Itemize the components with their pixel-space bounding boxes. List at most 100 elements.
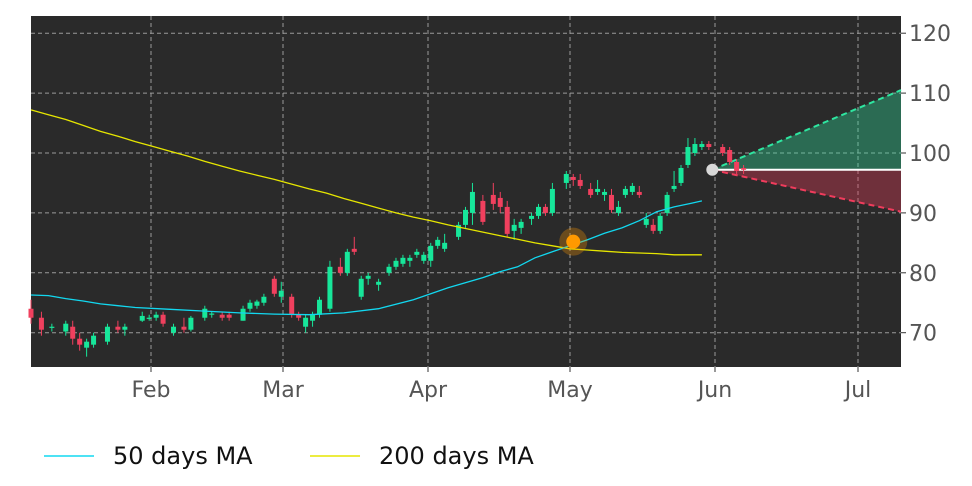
candle-body	[351, 248, 357, 252]
forecast-lower-line	[712, 168, 902, 213]
candle	[63, 320, 69, 336]
candle-body	[240, 308, 246, 321]
candle	[428, 242, 434, 267]
candle	[727, 147, 733, 165]
candle-body	[188, 317, 194, 330]
plot-background	[31, 16, 901, 367]
candle	[542, 203, 548, 216]
candle	[664, 191, 670, 216]
moving-average-lines	[30, 109, 703, 316]
candle-body	[407, 257, 413, 261]
candle-body	[490, 194, 496, 204]
candle-body	[570, 176, 576, 180]
candle	[400, 254, 406, 267]
y-tick-label: 80	[909, 262, 937, 287]
candle	[480, 194, 486, 225]
candle	[577, 173, 583, 189]
candle-body	[629, 185, 635, 192]
candle-body	[122, 326, 128, 330]
forecast-downside-area	[712, 169, 901, 212]
y-tick-label: 100	[909, 142, 951, 167]
candle	[28, 299, 34, 324]
candle-body	[529, 215, 535, 219]
candle-body	[115, 326, 121, 330]
candle-body	[657, 215, 663, 231]
candle	[469, 182, 475, 225]
candle	[122, 323, 128, 336]
candle-body	[84, 341, 90, 348]
candle-body	[497, 197, 503, 207]
candle	[518, 218, 524, 234]
candle-body	[542, 206, 548, 213]
candle-body	[63, 323, 69, 332]
candle-body	[727, 150, 733, 162]
candle	[421, 251, 427, 264]
candle-body	[247, 302, 253, 309]
candle-body	[615, 206, 621, 213]
candle-body	[469, 191, 475, 213]
candle-body	[139, 315, 145, 321]
legend-label: 50 days MA	[113, 442, 253, 470]
candle-body	[289, 296, 295, 315]
candle	[435, 236, 441, 249]
candle	[104, 323, 110, 345]
candle-body	[678, 167, 684, 183]
candle-body	[734, 161, 740, 171]
crossover-marker	[566, 234, 581, 249]
candle	[529, 212, 535, 225]
candle	[271, 275, 277, 297]
candle-body	[77, 338, 83, 345]
candle	[511, 218, 517, 240]
candle	[393, 257, 399, 270]
candle	[734, 158, 740, 174]
y-tick-label: 90	[909, 202, 937, 227]
candle	[49, 323, 55, 332]
candle-body	[463, 209, 468, 225]
candle	[351, 236, 357, 255]
candle-body	[428, 245, 434, 261]
candle	[643, 212, 649, 228]
candle-body	[181, 326, 187, 330]
y-tick-label: 70	[909, 322, 937, 347]
candle-body	[209, 313, 215, 315]
candle-body	[365, 275, 371, 279]
y-axis: 70 80 90 100 110 120	[901, 22, 951, 347]
candle-body	[643, 218, 649, 225]
legend-item-ma200: 200 days MA	[310, 442, 534, 470]
candle-body	[435, 239, 441, 246]
candle	[171, 323, 177, 336]
x-tick-label: May	[547, 378, 592, 403]
candle	[261, 293, 267, 306]
candle	[84, 338, 90, 357]
candle-body	[595, 188, 601, 192]
candle-body	[414, 251, 420, 255]
candle	[38, 311, 44, 336]
candle	[358, 275, 364, 300]
candle	[463, 206, 468, 228]
candle-body	[400, 257, 406, 264]
candle-body	[549, 188, 555, 213]
candle-body	[518, 221, 524, 228]
candle	[91, 332, 97, 348]
candle	[202, 305, 208, 321]
candle-body	[741, 167, 747, 170]
x-tick-label: Feb	[132, 378, 171, 403]
x-axis: Feb Mar Apr May Jun Jul	[132, 367, 871, 403]
candle-body	[636, 191, 642, 195]
candle	[289, 293, 295, 318]
candle-body	[442, 242, 448, 249]
candle	[699, 141, 705, 151]
candle	[70, 320, 76, 345]
candle	[146, 314, 152, 321]
legend-label: 200 days MA	[379, 442, 534, 470]
candle	[615, 200, 621, 216]
candle	[549, 182, 555, 216]
candle-body	[337, 266, 343, 273]
candle	[160, 311, 166, 327]
candle-body	[344, 251, 350, 273]
y-tick-label: 110	[909, 82, 951, 107]
candle	[657, 212, 663, 234]
candle-body	[310, 314, 316, 321]
candle	[115, 320, 121, 333]
